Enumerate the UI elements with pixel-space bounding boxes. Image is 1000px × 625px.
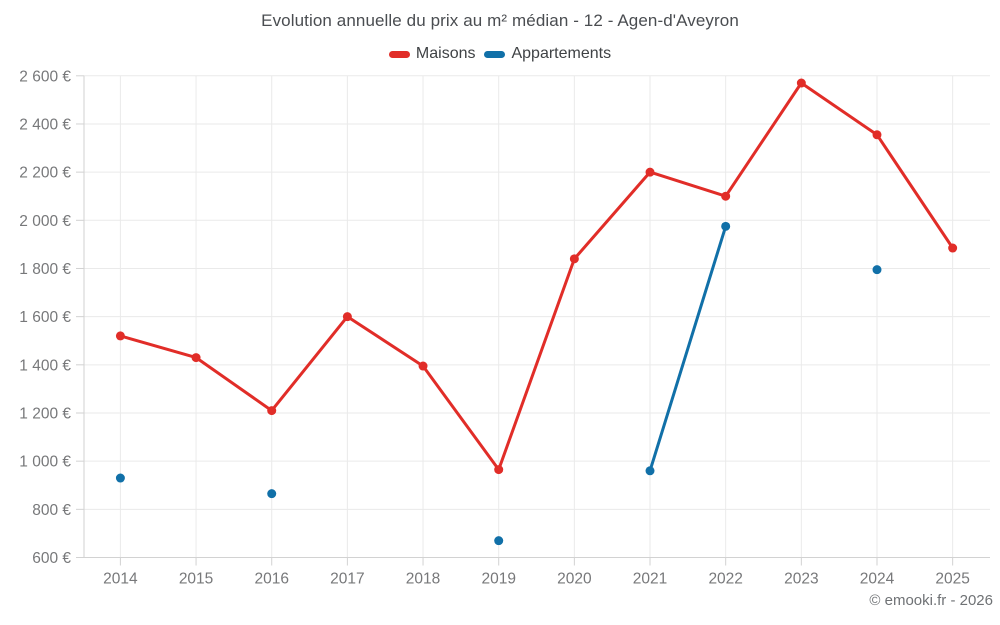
y-axis-tick-label: 2 200 € bbox=[19, 165, 71, 182]
maisons-data-point[interactable] bbox=[418, 361, 428, 371]
x-axis-tick-label: 2017 bbox=[330, 571, 364, 588]
y-axis-tick-label: 2 000 € bbox=[19, 213, 71, 230]
maisons-data-point[interactable] bbox=[645, 167, 655, 177]
x-axis-tick-label: 2015 bbox=[179, 571, 213, 588]
appartements-series-line bbox=[650, 226, 877, 470]
maisons-series-line bbox=[118, 81, 955, 472]
chart-title: Evolution annuelle du prix au m² médian … bbox=[261, 11, 739, 30]
appartements-data-point[interactable] bbox=[721, 221, 731, 231]
y-axis-tick-label: 2 600 € bbox=[19, 68, 71, 85]
appartements-series-swatch-icon bbox=[484, 50, 506, 58]
maisons-data-point[interactable] bbox=[796, 78, 806, 88]
y-axis-tick-label: 1 200 € bbox=[19, 405, 71, 422]
copyright-credit: © emooki.fr - 2026 bbox=[869, 592, 993, 609]
x-axis-tick-label: 2025 bbox=[935, 571, 969, 588]
y-axis-tick-label: 600 € bbox=[32, 550, 71, 567]
legend-item-appartements[interactable]: Appartements bbox=[484, 45, 611, 63]
y-axis-tick-label: 1 400 € bbox=[19, 357, 71, 374]
x-axis-tick-label: 2023 bbox=[784, 571, 818, 588]
legend-label-maisons: Maisons bbox=[415, 45, 476, 62]
appartements-data-point[interactable] bbox=[494, 536, 504, 546]
y-axis-tick-label: 1 600 € bbox=[19, 309, 71, 326]
x-axis-tick-label: 2021 bbox=[633, 571, 667, 588]
maisons-data-point[interactable] bbox=[569, 254, 579, 264]
y-axis-tick-label: 2 400 € bbox=[19, 116, 71, 133]
appartements-data-point[interactable] bbox=[267, 489, 277, 499]
maisons-data-point[interactable] bbox=[948, 243, 958, 253]
x-axis-tick-label: 2018 bbox=[406, 571, 440, 588]
appartements-data-point[interactable] bbox=[115, 473, 125, 483]
x-axis-tick-label: 2019 bbox=[481, 571, 515, 588]
maisons-data-point[interactable] bbox=[115, 331, 125, 341]
maisons-data-point[interactable] bbox=[191, 353, 201, 363]
y-axis-tick-label: 1 000 € bbox=[19, 454, 71, 471]
chart-legend: Maisons Appartements bbox=[0, 45, 1000, 63]
appartements-data-point[interactable] bbox=[872, 265, 882, 275]
maisons-data-point[interactable] bbox=[872, 130, 882, 140]
y-axis-tick-label: 800 € bbox=[32, 502, 71, 519]
maisons-series-swatch-icon bbox=[388, 50, 410, 58]
legend-label-appartements: Appartements bbox=[511, 45, 612, 62]
x-axis-tick-label: 2020 bbox=[557, 571, 592, 588]
y-axis-tick-label: 1 800 € bbox=[19, 261, 71, 278]
maisons-data-point[interactable] bbox=[342, 312, 352, 322]
appartements-data-point[interactable] bbox=[645, 466, 655, 476]
x-axis-tick-label: 2024 bbox=[860, 571, 895, 588]
x-axis-tick-label: 2014 bbox=[103, 571, 138, 588]
maisons-data-point[interactable] bbox=[267, 406, 277, 416]
x-axis-tick-label: 2016 bbox=[254, 571, 288, 588]
maisons-data-point[interactable] bbox=[721, 191, 731, 201]
maisons-data-point[interactable] bbox=[494, 465, 504, 475]
legend-item-maisons[interactable]: Maisons bbox=[388, 45, 476, 63]
x-axis-tick-label: 2022 bbox=[708, 571, 742, 588]
